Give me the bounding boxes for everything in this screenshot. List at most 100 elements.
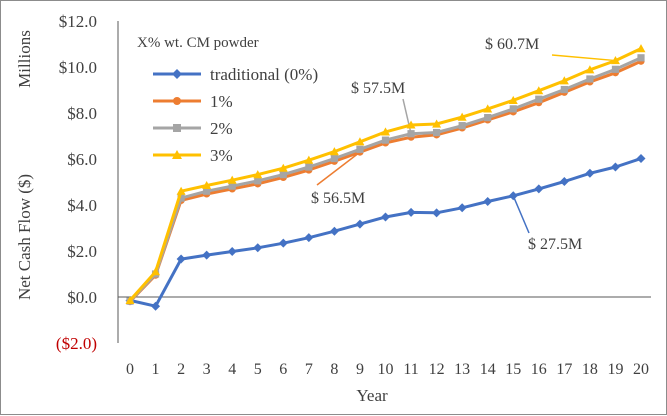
data-point bbox=[585, 168, 595, 178]
y-tick-label: $2.0 bbox=[67, 242, 97, 261]
data-point bbox=[432, 208, 442, 218]
y-tick-label: $6.0 bbox=[67, 150, 97, 169]
x-tick-label: 16 bbox=[531, 361, 547, 378]
data-point bbox=[253, 243, 263, 253]
x-tick-label: 7 bbox=[305, 361, 313, 378]
y-tick-label: ($2.0) bbox=[56, 334, 97, 353]
data-point bbox=[559, 76, 569, 85]
data-point bbox=[151, 267, 161, 276]
annotation-leader bbox=[551, 54, 616, 62]
data-point bbox=[227, 246, 237, 256]
data-point bbox=[406, 120, 416, 129]
data-point bbox=[329, 226, 339, 236]
legend-swatch-marker bbox=[173, 97, 181, 105]
data-point bbox=[458, 122, 466, 130]
x-tick-label: 20 bbox=[633, 361, 649, 378]
data-point bbox=[278, 163, 288, 172]
data-point bbox=[355, 137, 365, 146]
series-traditional-0 bbox=[125, 154, 646, 311]
data-point bbox=[585, 65, 595, 74]
data-point bbox=[278, 238, 288, 248]
legend-swatch-marker bbox=[173, 124, 181, 132]
annotations: $ 60.7M $ 57.5M $ 56.5M $ 27.5M bbox=[311, 36, 582, 253]
y-tick-label: $0.0 bbox=[67, 288, 97, 307]
data-point bbox=[176, 186, 186, 195]
data-point bbox=[610, 162, 620, 172]
data-point bbox=[279, 171, 287, 179]
x-tick-label: 5 bbox=[254, 361, 262, 378]
data-point bbox=[151, 301, 161, 311]
legend: X% wt. CM powder traditional (0%) 1% 2% 3% bbox=[137, 35, 318, 165]
axes bbox=[117, 21, 651, 343]
data-point bbox=[253, 170, 263, 179]
x-tick-label: 18 bbox=[582, 361, 598, 378]
annotation-leader bbox=[316, 151, 361, 186]
legend-item: traditional (0%) bbox=[153, 65, 318, 84]
legend-item: 3% bbox=[153, 146, 233, 165]
annotation-label: $ 27.5M bbox=[528, 236, 582, 253]
data-point bbox=[228, 182, 236, 190]
data-point bbox=[509, 105, 517, 113]
data-point bbox=[381, 136, 390, 144]
x-tick-label: 2 bbox=[177, 361, 185, 378]
data-point bbox=[227, 175, 237, 184]
x-tick-label: 10 bbox=[378, 361, 394, 378]
series-group bbox=[125, 44, 646, 311]
data-point bbox=[508, 95, 518, 104]
y-tick-label: $4.0 bbox=[67, 196, 97, 215]
x-tick-label: 8 bbox=[330, 361, 338, 378]
legend-label: 1% bbox=[210, 92, 233, 111]
data-point bbox=[457, 112, 467, 121]
x-tick-label: 14 bbox=[480, 361, 496, 378]
y-axis-title: Net Cash Flow ($) bbox=[15, 174, 34, 300]
data-point bbox=[202, 250, 212, 260]
data-point bbox=[483, 197, 493, 207]
data-point bbox=[534, 86, 544, 95]
data-point bbox=[355, 219, 365, 229]
data-point bbox=[611, 65, 620, 73]
data-point bbox=[177, 194, 185, 202]
x-tick-label: 19 bbox=[607, 361, 623, 378]
legend-label: 2% bbox=[210, 119, 233, 138]
x-tick-label: 17 bbox=[556, 361, 572, 378]
data-point bbox=[356, 145, 364, 153]
y-tick-label: $12.0 bbox=[59, 12, 97, 31]
annotation-label: $ 56.5M bbox=[311, 190, 365, 207]
data-point bbox=[304, 233, 314, 243]
data-point bbox=[329, 147, 339, 156]
data-point bbox=[304, 155, 314, 164]
x-tick-label: 4 bbox=[228, 361, 236, 378]
x-tick-label: 6 bbox=[279, 361, 287, 378]
data-point bbox=[433, 128, 441, 137]
legend-swatch-marker bbox=[172, 150, 182, 159]
data-point bbox=[457, 203, 467, 213]
legend-item: 2% bbox=[153, 119, 233, 138]
annotation-label: $ 57.5M bbox=[351, 80, 405, 97]
y-tick-labels: ($2.0) $0.0 $2.0 $4.0 $6.0 $8.0 $10.0 $12.0 bbox=[56, 12, 97, 353]
x-tick-label: 3 bbox=[203, 361, 211, 378]
data-point bbox=[586, 75, 594, 83]
data-point bbox=[125, 295, 135, 305]
series-2 bbox=[126, 54, 645, 305]
x-tick-label: 12 bbox=[429, 361, 445, 378]
data-point bbox=[559, 177, 569, 187]
x-tick-label: 15 bbox=[505, 361, 521, 378]
data-point bbox=[202, 180, 212, 190]
y-tick-label: $10.0 bbox=[59, 58, 97, 77]
legend-label: traditional (0%) bbox=[210, 65, 318, 84]
data-point bbox=[535, 95, 543, 103]
y-tick-label: $8.0 bbox=[67, 104, 97, 123]
data-point bbox=[432, 119, 442, 128]
data-point bbox=[610, 56, 620, 65]
data-point bbox=[330, 154, 338, 163]
x-tick-label: 11 bbox=[403, 361, 418, 378]
data-point bbox=[407, 130, 415, 138]
x-axis-title: Year bbox=[356, 386, 388, 405]
legend-label: 3% bbox=[210, 146, 233, 165]
data-point bbox=[305, 163, 313, 171]
y-units-label: Millions bbox=[15, 30, 34, 88]
legend-title: X% wt. CM powder bbox=[137, 35, 259, 51]
data-point bbox=[484, 114, 492, 122]
x-tick-label: 9 bbox=[356, 361, 364, 378]
